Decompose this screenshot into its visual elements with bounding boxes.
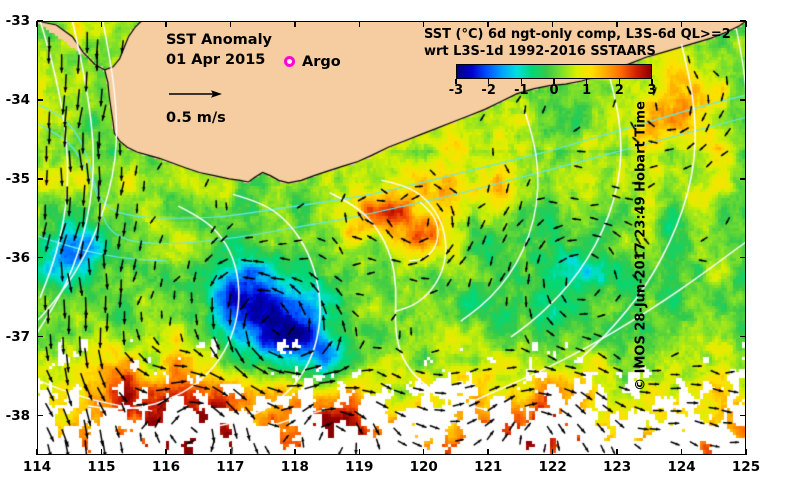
colorbar-tick-label: 2 — [614, 83, 624, 98]
map-annotation-block: SST Anomaly 01 Apr 2015 Argo 0.5 m/s — [166, 30, 341, 126]
colorbar-tick-label: -3 — [448, 83, 464, 98]
colorbar-tick-label: 1 — [582, 83, 592, 98]
x-tick-label: 117 — [216, 459, 245, 475]
colorbar-tick-mark — [586, 79, 588, 84]
colorbar-tick-mark — [520, 79, 522, 84]
sst-anomaly-date: 01 Apr 2015 — [166, 52, 266, 68]
y-tick-mark — [37, 178, 43, 180]
x-tick-mark — [745, 449, 747, 455]
y-tick-mark — [37, 20, 43, 22]
x-tick-mark — [423, 21, 425, 27]
x-tick-mark — [229, 449, 232, 455]
x-tick-mark — [423, 449, 425, 455]
x-tick-mark — [229, 21, 232, 27]
x-tick-label: 115 — [87, 459, 116, 475]
argo-float-icon — [284, 56, 295, 67]
x-tick-mark — [680, 449, 683, 455]
colorbar-tick-mark — [553, 79, 555, 84]
colorbar-title: SST (°C) 6d ngt-only comp, L3S-6d QL>=2 … — [424, 27, 731, 60]
colorbar-title-line2: wrt L3S-1d 1992-2016 SSTAARS — [424, 43, 656, 59]
y-tick-mark — [37, 414, 43, 417]
y-tick-label: -36 — [5, 249, 30, 266]
y-tick-mark — [37, 99, 43, 101]
x-tick-mark — [616, 449, 618, 455]
x-tick-mark — [358, 449, 360, 455]
colorbar-block: SST (°C) 6d ngt-only comp, L3S-6d QL>=2 … — [424, 27, 731, 98]
x-tick-mark — [745, 21, 747, 27]
x-tick-mark — [165, 21, 167, 27]
y-tick-label: -38 — [5, 407, 30, 424]
x-tick-label: 116 — [151, 459, 180, 475]
x-tick-label: 121 — [474, 459, 503, 475]
argo-legend-label: Argo — [302, 54, 341, 70]
x-tick-mark — [358, 21, 360, 27]
x-tick-mark — [100, 21, 103, 27]
x-tick-mark — [36, 21, 38, 27]
colorbar-gradient — [456, 64, 652, 79]
x-tick-mark — [294, 21, 296, 27]
x-tick-mark — [551, 21, 554, 27]
y-tick-mark — [37, 257, 43, 259]
x-tick-mark — [100, 449, 103, 455]
colorbar-tick-label: 0 — [549, 83, 559, 98]
y-tick-mark — [740, 178, 746, 180]
colorbar-tick-mark — [455, 79, 457, 84]
x-tick-label: 118 — [280, 459, 309, 475]
y-tick-mark — [740, 20, 746, 22]
x-tick-label: 124 — [667, 459, 696, 475]
y-tick-mark — [740, 414, 746, 417]
x-tick-label: 120 — [409, 459, 438, 475]
x-tick-label: 114 — [22, 459, 52, 475]
sst-anomaly-map-panel — [37, 21, 746, 455]
x-tick-mark — [487, 21, 489, 27]
colorbar-tick-label: 3 — [647, 83, 657, 98]
x-tick-label: 119 — [345, 459, 374, 475]
x-tick-label: 123 — [602, 459, 632, 475]
colorbar-tick-mark — [618, 79, 620, 84]
x-tick-label: 125 — [731, 459, 761, 475]
sst-anomaly-title: SST Anomaly — [166, 32, 272, 48]
x-tick-mark — [616, 21, 618, 27]
credit-text: © IMOS 28-Jun-2017 23:49 Hobart Time — [633, 101, 649, 391]
x-tick-mark — [165, 449, 167, 455]
x-tick-mark — [551, 449, 554, 455]
y-tick-label: -37 — [5, 328, 30, 345]
colorbar-tick-label: -1 — [514, 83, 529, 98]
y-tick-mark — [37, 335, 43, 338]
x-tick-mark — [487, 449, 489, 455]
argo-legend-entry: Argo — [284, 52, 341, 72]
y-tick-label: -34 — [5, 91, 30, 108]
x-tick-mark — [680, 21, 683, 27]
colorbar-tick-label: -2 — [481, 83, 496, 98]
sst-anomaly-raster — [37, 21, 746, 455]
y-tick-label: -35 — [5, 170, 30, 187]
velocity-scale-label: 0.5 m/s — [166, 110, 226, 126]
x-tick-mark — [294, 449, 296, 455]
y-tick-mark — [740, 257, 746, 259]
y-tick-mark — [740, 99, 746, 101]
x-tick-mark — [36, 449, 38, 455]
colorbar-title-line1: SST (°C) 6d ngt-only comp, L3S-6d QL>=2 — [424, 27, 731, 42]
velocity-scale-arrow-icon — [169, 90, 222, 98]
y-tick-label: -33 — [5, 13, 30, 29]
y-tick-mark — [740, 335, 746, 338]
colorbar-tick-mark — [651, 79, 653, 84]
colorbar-tick-mark — [488, 79, 490, 84]
colorbar-scale: -3 -2 -1 0 1 2 3 — [449, 64, 657, 98]
x-tick-label: 122 — [538, 459, 567, 475]
